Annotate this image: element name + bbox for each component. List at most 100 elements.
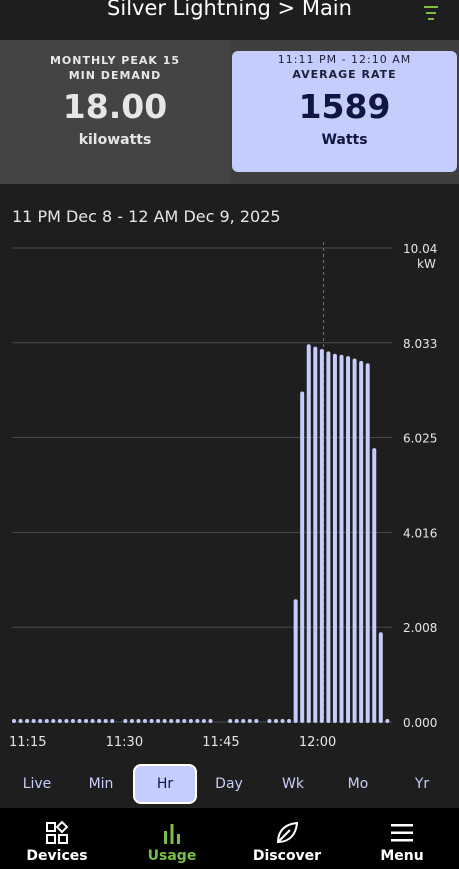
nav-usage[interactable]: Usage	[115, 808, 229, 869]
period-min[interactable]: Min	[88, 776, 114, 792]
usage-bar	[300, 391, 305, 723]
usage-bar	[326, 351, 331, 723]
usage-bar	[274, 719, 278, 723]
usage-bar	[90, 719, 95, 723]
usage-bar	[70, 719, 75, 723]
usage-bar	[103, 719, 108, 723]
usage-bar	[44, 719, 49, 723]
peak-demand-caption-line1: MONTHLY PEAK 15	[49, 54, 181, 67]
x-tick-label: 11:15	[9, 735, 46, 750]
usage-bar	[352, 358, 357, 723]
average-rate-caption: AVERAGE RATE	[292, 68, 397, 81]
usage-bar	[313, 346, 318, 723]
hamburger-menu-icon	[391, 824, 413, 842]
usage-bar	[319, 349, 324, 723]
usage-bar	[254, 719, 259, 723]
nav-discover-label: Discover	[252, 848, 322, 864]
period-hr[interactable]: Hr	[133, 764, 197, 804]
peak-demand-card[interactable]: MONTHLY PEAK 15 MIN DEMAND 18.00 kilowat…	[0, 40, 230, 184]
page-title: Silver Lightning > Main	[107, 0, 352, 20]
usage-bar	[31, 719, 36, 723]
period-live[interactable]: Live	[22, 776, 52, 792]
usage-bar	[156, 719, 161, 723]
peak-demand-caption-line2: MIN DEMAND	[68, 69, 162, 82]
usage-bar	[385, 719, 390, 723]
usage-bar	[201, 719, 206, 723]
x-tick-label: 12:00	[299, 735, 336, 750]
nav-discover[interactable]: Discover	[230, 808, 344, 869]
usage-bar	[339, 354, 344, 723]
usage-bar	[267, 719, 272, 723]
usage-bar	[287, 719, 292, 723]
usage-bar	[123, 719, 128, 723]
y-tick-label: 2.008	[403, 621, 437, 635]
usage-bar	[77, 719, 82, 723]
usage-bar	[306, 344, 311, 723]
usage-bar	[365, 363, 370, 723]
period-wk[interactable]: Wk	[282, 776, 304, 792]
usage-bar	[25, 719, 30, 723]
y-tick-label: 4.016	[403, 526, 437, 540]
period-day[interactable]: Day	[215, 776, 243, 792]
leaf-icon	[276, 821, 299, 844]
period-yr[interactable]: Yr	[414, 776, 430, 792]
usage-bar	[51, 719, 56, 723]
average-rate-unit: Watts	[321, 132, 368, 148]
usage-bar	[346, 356, 351, 723]
usage-bar	[234, 719, 239, 723]
usage-bar	[182, 719, 187, 723]
y-tick-label: 8.033	[403, 337, 437, 351]
usage-bar	[97, 719, 102, 723]
usage-bar	[372, 448, 377, 723]
nav-usage-label: Usage	[147, 848, 197, 864]
devices-icon	[46, 820, 69, 844]
average-rate-value: 1589	[298, 87, 391, 126]
usage-bar	[247, 719, 252, 723]
usage-bar	[57, 719, 62, 723]
usage-bar	[129, 719, 134, 723]
usage-bar	[332, 353, 337, 723]
usage-bar	[280, 719, 285, 723]
y-tick-label: 10.04	[403, 242, 437, 256]
usage-bar	[12, 719, 16, 723]
usage-bar	[359, 360, 364, 723]
usage-bar	[195, 719, 200, 723]
average-rate-card[interactable]: 11:11 PM - 12:10 AM AVERAGE RATE 1589 Wa…	[232, 51, 457, 172]
usage-chart[interactable]: 10.04 8.033 6.025 4.016 2.008 0.000 kW 11:15 11:…	[0, 236, 459, 756]
usage-bar	[188, 719, 193, 723]
nav-menu[interactable]: Menu	[345, 808, 459, 869]
average-rate-time-range: 11:11 PM - 12:10 AM	[277, 53, 412, 66]
y-tick-label: 0.000	[403, 716, 437, 730]
usage-bar	[228, 719, 233, 723]
usage-bar	[38, 719, 43, 723]
chart-range-label: 11 PM Dec 8 - 12 AM Dec 9, 2025	[12, 207, 281, 226]
usage-bar	[241, 719, 246, 723]
x-tick-label: 11:45	[202, 735, 239, 750]
usage-bar	[293, 599, 298, 723]
usage-bar	[136, 719, 141, 723]
usage-bar	[64, 719, 69, 723]
usage-bar	[175, 719, 180, 723]
period-mo[interactable]: Mo	[347, 776, 369, 792]
usage-bar	[84, 719, 89, 723]
period-selector: Live Min Hr Day Wk Mo Yr	[0, 762, 459, 806]
usage-bar	[18, 719, 23, 723]
usage-bar	[208, 719, 213, 723]
nav-menu-label: Menu	[380, 848, 424, 864]
usage-bar	[143, 719, 147, 723]
filter-icon[interactable]	[419, 4, 441, 20]
bottom-navigation: Devices Usage Discover Menu	[0, 808, 459, 869]
y-unit-label: kW	[417, 257, 436, 271]
nav-devices-label: Devices	[26, 848, 88, 864]
usage-bar	[169, 719, 174, 723]
app-header: Silver Lightning > Main	[0, 0, 459, 40]
usage-bars-icon	[164, 824, 180, 844]
usage-bar	[110, 719, 115, 723]
usage-bar	[162, 719, 167, 723]
x-tick-label: 11:30	[106, 735, 143, 750]
peak-demand-value: 18.00	[62, 87, 168, 126]
usage-bar	[378, 632, 383, 723]
peak-demand-unit: kilowatts	[78, 132, 152, 148]
usage-bar	[149, 719, 154, 723]
nav-devices[interactable]: Devices	[0, 808, 114, 869]
